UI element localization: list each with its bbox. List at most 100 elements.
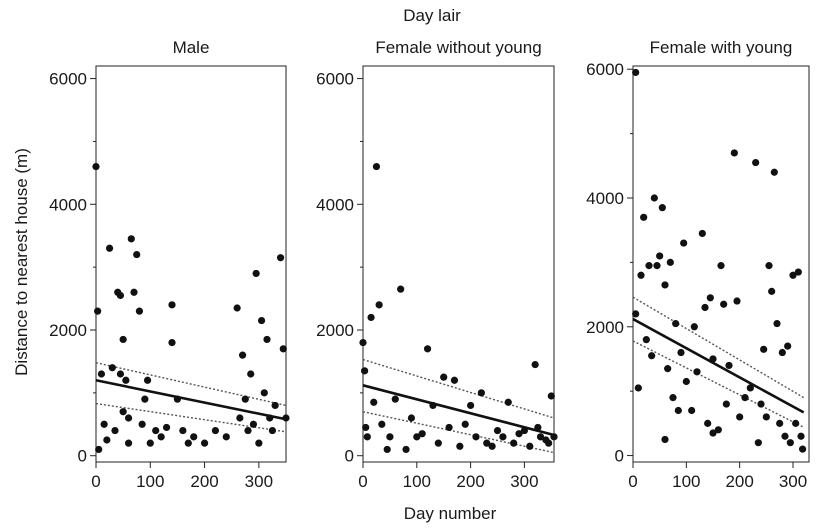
data-point [241,395,249,403]
data-point [361,367,369,375]
y-tick-label: 0 [615,447,624,466]
data-point [233,304,241,312]
data-point [664,365,672,373]
data-point [116,370,125,378]
data-point [271,401,279,410]
data-point [423,345,432,353]
data-point [674,406,682,415]
data-point [650,194,658,202]
plot-frame [95,65,287,463]
fitted-line [95,379,287,421]
data-point [263,335,271,344]
data-point [127,235,135,243]
panel-title: Male [173,38,210,57]
x-tick-label: 200 [190,472,218,491]
data-point [184,439,192,447]
data-point [108,364,116,372]
panel-title: Female with young [650,38,793,57]
data-point [236,414,244,422]
data-point [669,394,677,402]
data-point [706,294,714,302]
data-point [510,439,518,447]
data-point [550,433,558,441]
data-point [762,413,770,421]
data-point [680,239,688,247]
data-point [693,368,701,376]
data-point [688,406,696,415]
data-point [536,433,545,441]
data-point [642,336,650,344]
data-point [781,432,789,440]
data-point [173,395,182,403]
data-point [440,373,448,381]
data-point [733,297,741,305]
data-point [534,423,542,432]
data-point [397,285,405,293]
data-point [794,268,802,276]
data-point [720,300,728,308]
y-tick-label: 2000 [316,321,354,340]
data-point [143,376,152,384]
data-point [124,414,133,422]
data-point [95,445,103,454]
data-point [666,258,674,266]
data-point [730,149,738,157]
data-point [776,419,784,427]
data-point [105,244,114,252]
data-point [770,168,778,176]
data-point [672,319,680,328]
data-point [152,426,160,435]
data-point [690,323,698,331]
data-point [386,433,394,441]
data-point [709,355,717,363]
data-point [119,335,127,344]
data-point [797,432,805,440]
data-point [200,439,209,447]
data-point [477,389,485,397]
data-point [682,377,690,386]
data-point [709,429,717,437]
data-point [276,254,285,262]
fitted-line [362,384,555,437]
data-point [472,433,480,441]
data-point [260,389,268,397]
data-point [146,439,154,447]
ci-lower-line [362,411,555,454]
data-point [103,436,111,444]
chart-panel-1: Male 0 2000 4000 6000 0 100 200 300 [49,38,290,491]
ci-lower-line [95,402,287,433]
data-point [257,316,266,325]
data-point [736,413,744,421]
plot-frame [362,65,555,463]
data-point [179,426,187,435]
data-point [122,376,130,384]
y-tick-label: 0 [345,447,354,466]
data-point [429,401,437,410]
chart-panel-3: Female with young 0 2000 4000 6000 0 100 200 300 [586,38,810,491]
x-tick-label: 0 [628,472,637,491]
data-point [792,419,800,427]
panel-title: Female without young [375,38,541,57]
data-point [413,433,421,441]
plot-frame [632,65,810,463]
y-tick-label: 4000 [316,195,354,214]
data-point [255,439,263,447]
data-point [418,430,426,438]
y-tick-label: 2000 [586,318,624,337]
data-point [252,269,260,278]
data-point [450,376,459,384]
data-point [499,433,507,441]
x-tick-label: 300 [779,472,807,491]
data-point [754,439,762,447]
data-point [116,291,125,300]
data-point [133,250,141,259]
fitted-line [632,317,805,414]
data-point [279,345,287,353]
data-point [222,433,230,441]
data-point [632,310,640,318]
data-point [124,439,133,447]
data-point [456,442,464,450]
x-tick-label: 100 [672,472,700,491]
data-point [677,348,685,357]
